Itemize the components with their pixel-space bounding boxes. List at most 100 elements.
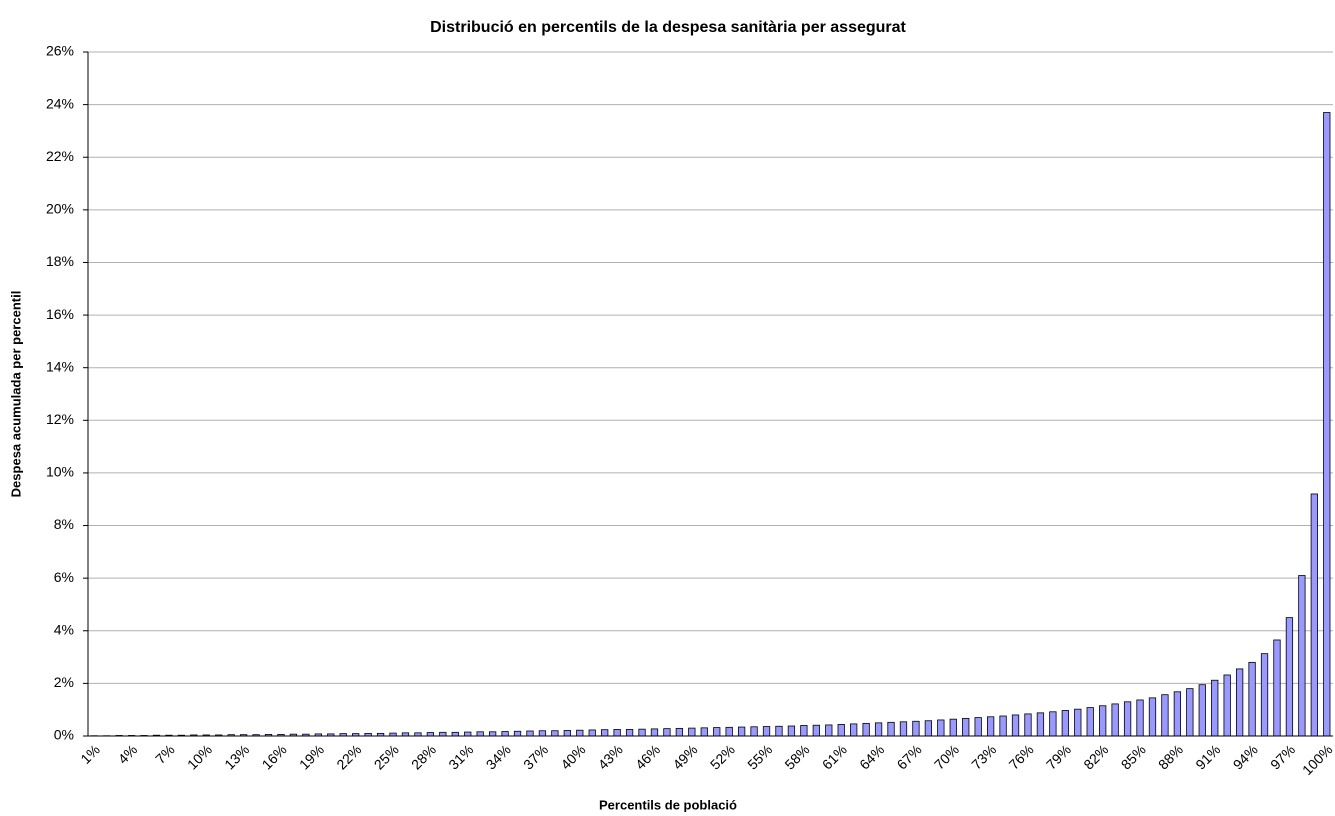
bar (837, 724, 845, 737)
x-tick-label: 55% (744, 741, 775, 772)
y-tick-label: 24% (46, 95, 74, 111)
x-tick-label: 40% (557, 741, 588, 772)
bar (513, 730, 522, 737)
x-tick-label: 7% (152, 741, 178, 767)
y-tick-label: 2% (54, 674, 74, 690)
bar (750, 726, 758, 737)
y-tick-label: 14% (46, 358, 74, 374)
bar (899, 721, 908, 737)
bar (825, 724, 833, 737)
bar (1111, 703, 1119, 737)
x-tick-label: 88% (1155, 741, 1186, 772)
bar (601, 729, 609, 737)
bar (588, 729, 596, 737)
bar (1086, 707, 1094, 737)
y-tick-label: 26% (46, 43, 74, 59)
bar (1173, 691, 1182, 737)
x-tick-label: 28% (408, 741, 439, 772)
x-tick-label: 67% (894, 741, 925, 772)
x-tick-label: 52% (707, 741, 738, 772)
x-tick-label: 100% (1299, 741, 1335, 778)
bar (1310, 493, 1318, 737)
x-tick-label: 61% (819, 741, 850, 772)
bar (775, 725, 783, 737)
bar (1223, 674, 1231, 737)
bar (1161, 694, 1169, 737)
bar (800, 725, 808, 737)
y-tick-label: 0% (54, 727, 74, 743)
bar (1061, 710, 1069, 737)
bar (1011, 714, 1020, 737)
bar (439, 731, 447, 737)
x-tick-label: 91% (1192, 741, 1223, 772)
x-tick-label: 34% (483, 741, 514, 772)
bar (1198, 684, 1206, 737)
chart-title: Distribució en percentils de la despesa … (430, 19, 906, 36)
bar (426, 732, 435, 737)
bar (1099, 705, 1107, 737)
bar (850, 723, 858, 737)
y-tick-label: 16% (46, 306, 74, 322)
bar (713, 727, 721, 737)
x-tick-label: 46% (632, 741, 663, 772)
x-tick-label: 13% (221, 741, 252, 772)
x-tick-label: 97% (1267, 741, 1298, 772)
x-tick-label: 10% (184, 741, 215, 772)
bar (1049, 711, 1057, 737)
x-tick-label: 85% (1118, 741, 1149, 772)
x-tick-label: 76% (1006, 741, 1037, 772)
bar (1036, 712, 1045, 737)
x-tick-label: 82% (1080, 741, 1111, 772)
bar (451, 731, 459, 737)
x-tick-label: 49% (669, 741, 700, 772)
bar (949, 718, 957, 737)
bar (488, 731, 497, 737)
bar (962, 717, 970, 737)
bar (1273, 639, 1281, 737)
y-tick-label: 8% (54, 516, 74, 532)
x-tick-label: 19% (296, 741, 327, 772)
bar (538, 730, 547, 737)
x-axis-title: Percentils de població (599, 797, 737, 812)
bar (576, 729, 584, 737)
y-tick-label: 18% (46, 253, 74, 269)
bar (613, 729, 621, 737)
bar (974, 717, 982, 737)
bar (986, 716, 995, 737)
bar (912, 720, 920, 737)
y-tick-label: 20% (46, 201, 74, 217)
bar (675, 727, 684, 737)
x-tick-label: 94% (1230, 741, 1261, 772)
bar (737, 726, 746, 737)
bar (464, 731, 472, 737)
bar (862, 722, 870, 737)
x-tick-label: 25% (371, 741, 402, 772)
y-tick-label: 22% (46, 148, 74, 164)
x-tick-label: 1% (77, 741, 103, 767)
x-tick-label: 4% (115, 741, 141, 767)
bar (924, 720, 933, 737)
bar (1285, 617, 1294, 737)
bar (625, 729, 634, 737)
bar (551, 730, 559, 737)
x-tick-label: 22% (333, 741, 364, 772)
x-tick-label: 43% (595, 741, 626, 772)
bar (812, 724, 820, 737)
bar (787, 725, 796, 737)
bar (1260, 653, 1269, 737)
bar (1136, 699, 1144, 737)
bar (688, 727, 696, 737)
bar (937, 719, 945, 737)
bar (663, 728, 671, 737)
bar (1024, 713, 1032, 737)
bar (725, 726, 733, 737)
y-tick-label: 10% (46, 464, 74, 480)
bar (1248, 661, 1256, 737)
bar (476, 731, 484, 737)
bar (1235, 668, 1244, 737)
bar (874, 722, 883, 737)
bar (999, 715, 1007, 737)
bar (1186, 688, 1194, 737)
x-tick-label: 58% (781, 741, 812, 772)
bar (887, 721, 895, 737)
